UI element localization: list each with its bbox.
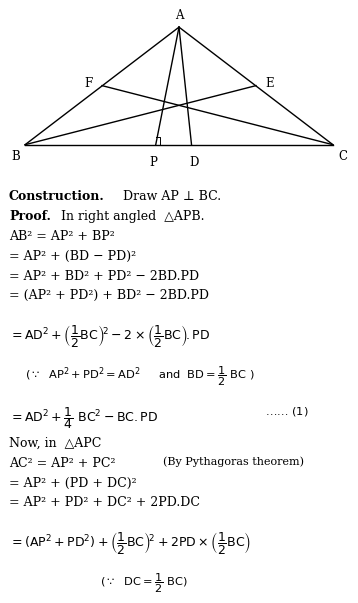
Text: P: P bbox=[149, 156, 157, 169]
Text: $(\because\ \ \mathrm{DC} = \dfrac{1}{2}\ \mathrm{BC})$: $(\because\ \ \mathrm{DC} = \dfrac{1}{2}… bbox=[100, 571, 188, 595]
Text: $= \mathrm{AD}^2 + \left(\dfrac{1}{2}\mathrm{BC}\right)^{\!2} - 2 \times \left(\: $= \mathrm{AD}^2 + \left(\dfrac{1}{2}\ma… bbox=[9, 323, 210, 349]
Text: (By Pythagoras theorem): (By Pythagoras theorem) bbox=[163, 456, 304, 467]
Text: = AP² + (PD + DC)²: = AP² + (PD + DC)² bbox=[9, 476, 136, 490]
Text: Draw AP ⊥ BC.: Draw AP ⊥ BC. bbox=[115, 190, 221, 203]
Text: = AP² + BD² + PD² − 2BD.PD: = AP² + BD² + PD² − 2BD.PD bbox=[9, 270, 199, 283]
Text: F: F bbox=[85, 77, 93, 90]
Text: $(\because\ \ \mathrm{AP}^2 + \mathrm{PD}^2 = \mathrm{AD}^2\ \ \ \ \ \mathrm{and: $(\because\ \ \mathrm{AP}^2 + \mathrm{PD… bbox=[25, 364, 255, 388]
Text: = AP² + PD² + DC² + 2PD.DC: = AP² + PD² + DC² + 2PD.DC bbox=[9, 496, 200, 510]
Text: D: D bbox=[190, 156, 199, 169]
Text: B: B bbox=[11, 150, 20, 163]
Text: C: C bbox=[338, 150, 347, 163]
Text: $= \mathrm{AD}^2 + \dfrac{1}{4}\ \mathrm{BC}^2 - \mathrm{BC.PD}$: $= \mathrm{AD}^2 + \dfrac{1}{4}\ \mathrm… bbox=[9, 405, 158, 431]
Text: Proof.: Proof. bbox=[9, 210, 51, 223]
Text: AC² = AP² + PC²: AC² = AP² + PC² bbox=[9, 456, 115, 470]
Text: A: A bbox=[175, 9, 183, 22]
Text: In right angled  △APB.: In right angled △APB. bbox=[57, 210, 205, 223]
Text: Now, in  △APC: Now, in △APC bbox=[9, 437, 101, 450]
Text: Construction.: Construction. bbox=[9, 190, 105, 203]
Text: E: E bbox=[265, 77, 274, 90]
Text: = AP² + (BD − PD)²: = AP² + (BD − PD)² bbox=[9, 250, 136, 263]
Text: AB² = AP² + BP²: AB² = AP² + BP² bbox=[9, 230, 115, 243]
Text: $= (\mathrm{AP}^2 + \mathrm{PD}^2) + \left(\dfrac{1}{2}\mathrm{BC}\right)^{\!2} : $= (\mathrm{AP}^2 + \mathrm{PD}^2) + \le… bbox=[9, 530, 251, 556]
Text: = (AP² + PD²) + BD² − 2BD.PD: = (AP² + PD²) + BD² − 2BD.PD bbox=[9, 289, 209, 303]
Text: $\ldots\ldots\ (1)$: $\ldots\ldots\ (1)$ bbox=[265, 405, 309, 418]
